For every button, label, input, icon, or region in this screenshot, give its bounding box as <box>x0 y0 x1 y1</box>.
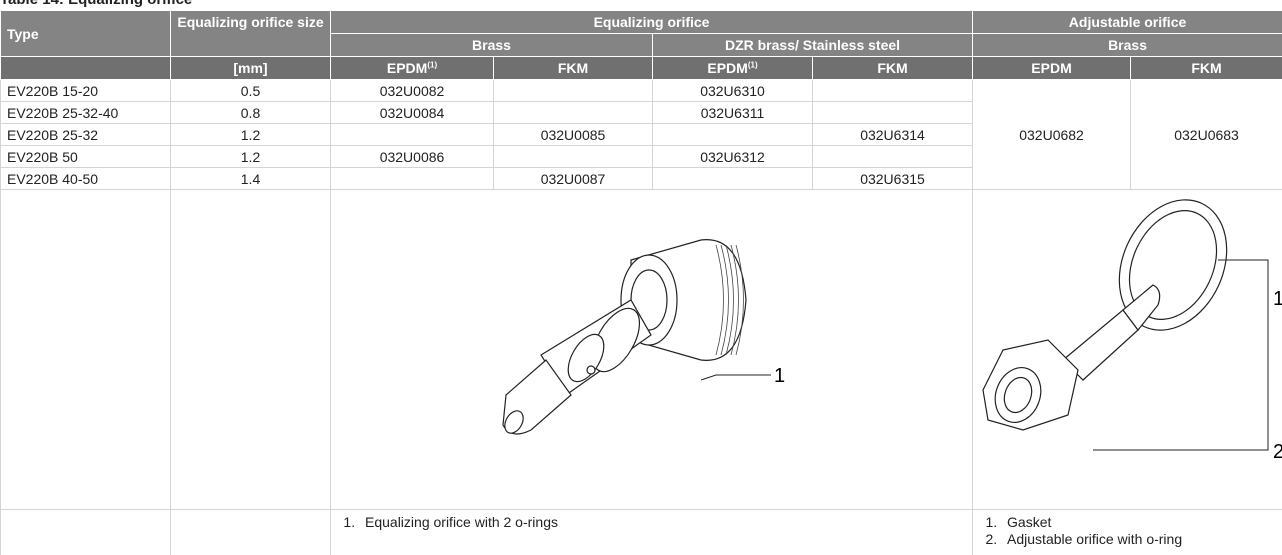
table-cell: EV220B 15-20 <box>1 80 171 102</box>
seal-name: EPDM <box>707 60 747 76</box>
header-cell: EPDM(1) <box>331 57 494 80</box>
table-cell <box>653 124 813 146</box>
table-cell <box>1 510 171 555</box>
table-cell: 032U6315 <box>813 168 973 190</box>
table-cell <box>171 510 331 555</box>
table-cell <box>653 168 813 190</box>
callout: 1 <box>1273 288 1282 310</box>
table-cell <box>331 124 494 146</box>
header-cell: Adjustable orifice <box>973 11 1282 34</box>
note-cell: Equalizing orifice with 2 o-rings <box>331 510 973 555</box>
table-cell: 032U6310 <box>653 80 813 102</box>
figure-cell: 1 <box>331 190 973 510</box>
table-cell: 1.2 <box>171 124 331 146</box>
footnote-ref: (1) <box>427 60 437 69</box>
table-cell <box>494 146 653 168</box>
table-cell <box>813 80 973 102</box>
seal-name: FKM <box>1191 60 1221 76</box>
hole <box>587 366 595 374</box>
note-item: Adjustable orifice with o-ring <box>1001 531 1276 548</box>
header-cell: DZR brass/ Stainless steel <box>653 34 973 57</box>
callout: 2 <box>1273 441 1282 463</box>
table-cell <box>494 102 653 124</box>
table-cell: 0.8 <box>171 102 331 124</box>
callout: 1 <box>774 365 785 387</box>
table-cell: 1.4 <box>171 168 331 190</box>
header-cell: FKM <box>494 57 653 80</box>
table-cell: EV220B 25-32-40 <box>1 102 171 124</box>
seal-name: FKM <box>558 60 588 76</box>
table-cell <box>171 190 331 510</box>
notes-row: Equalizing orifice with 2 o-rings GasketA… <box>1 510 1282 555</box>
page: html, body { margin: 0; padding: 0; widt… <box>0 0 1282 555</box>
footnote-ref: (1) <box>748 60 758 69</box>
table-cell: 032U6312 <box>653 146 813 168</box>
note-list: GasketAdjustable orifice with o-ring <box>979 514 1276 548</box>
table-cell: 032U0086 <box>331 146 494 168</box>
note-item: Equalizing orifice with 2 o-rings <box>359 514 966 531</box>
orifice-drawing: 1 <box>331 190 973 506</box>
body: {"title":"Table 14: Equalizing orifice",… <box>0 0 1282 555</box>
table-cell: 032U6311 <box>653 102 813 124</box>
leader <box>1093 372 1268 450</box>
header-cell: [mm] <box>171 57 331 80</box>
header-cell: Brass <box>973 34 1282 57</box>
header-cell <box>1 57 171 80</box>
table-cell: 032U0087 <box>494 168 653 190</box>
table-cell <box>494 80 653 102</box>
table-cell: 032U0084 <box>331 102 494 124</box>
header-cell: Brass <box>331 34 653 57</box>
table-cell: 032U0682 <box>973 80 1131 190</box>
orifice-table: Type Equalizing orifice size Equalizing … <box>0 10 1282 555</box>
note-cell: GasketAdjustable orifice with o-ring <box>973 510 1282 555</box>
seal-name: FKM <box>877 60 907 76</box>
header-cell: EPDM <box>973 57 1131 80</box>
table-cell: 0.5 <box>171 80 331 102</box>
table-cell: 032U0683 <box>1131 80 1282 190</box>
table-cell: EV220B 50 <box>1 146 171 168</box>
table-cell <box>813 146 973 168</box>
seal-name: EPDM <box>387 60 427 76</box>
table-cell <box>331 168 494 190</box>
note-list: Equalizing orifice with 2 o-rings <box>337 514 966 531</box>
header-cell: EPDM(1) <box>653 57 813 80</box>
table-cell: EV220B 25-32 <box>1 124 171 146</box>
table-cell <box>1 190 171 510</box>
table-cell: 1.2 <box>171 146 331 168</box>
note-item: Gasket <box>1001 514 1276 531</box>
document: Table 14: Equalizing orifice Type Equali… <box>0 0 1282 555</box>
adjustable-drawing: 12 <box>973 190 1282 506</box>
table-title: Table 14: Equalizing orifice <box>0 0 192 8</box>
leader <box>701 375 771 380</box>
table-cell: 032U0085 <box>494 124 653 146</box>
table-cell: EV220B 40-50 <box>1 168 171 190</box>
seal-name: EPDM <box>1031 60 1071 76</box>
header-cell: FKM <box>813 57 973 80</box>
header-cell: Equalizing orifice size <box>171 11 331 57</box>
table-cell <box>813 102 973 124</box>
header-cell: Equalizing orifice <box>331 11 973 34</box>
header-cell: Type <box>1 11 171 57</box>
leader <box>1218 260 1268 372</box>
header-cell: FKM <box>1131 57 1282 80</box>
table-cell: 032U0082 <box>331 80 494 102</box>
table-cell: 032U6314 <box>813 124 973 146</box>
